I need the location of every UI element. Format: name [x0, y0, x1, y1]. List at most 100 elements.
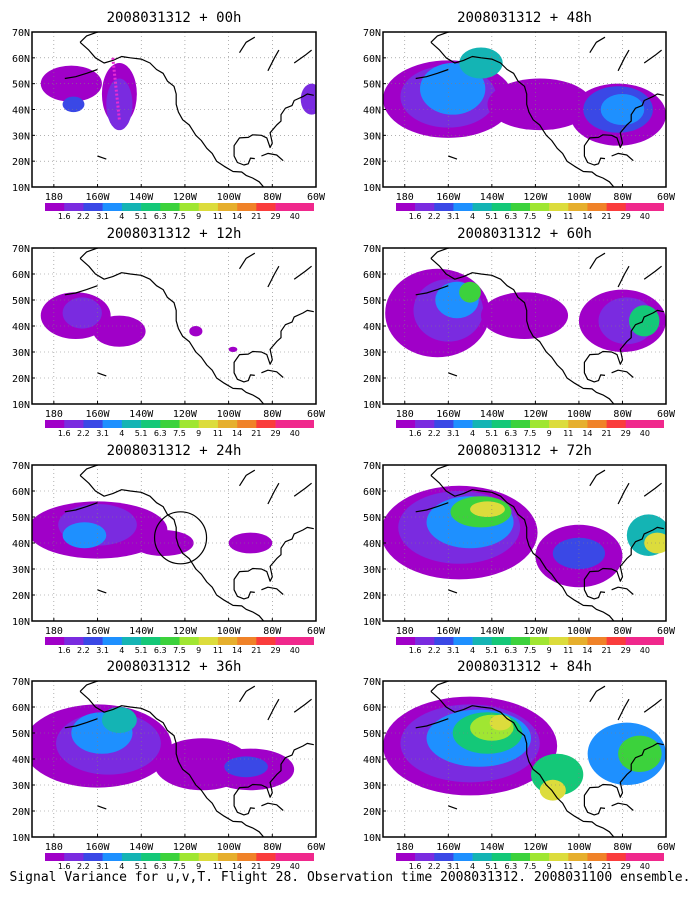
coastline [448, 589, 458, 594]
panel-title: 2008031312 + 00h [107, 10, 242, 26]
coastline [583, 93, 664, 166]
colorbar-swatch [434, 637, 454, 645]
variance-contour [62, 96, 85, 113]
colorbar-label: 2.2 [428, 862, 441, 871]
colorbar-label: 14 [582, 862, 592, 871]
colorbar-label: 3.1 [447, 429, 460, 438]
coastline [430, 681, 451, 692]
variance-contour [600, 94, 645, 125]
lon-tick-label: 60W [307, 192, 326, 203]
coastline [643, 698, 662, 713]
colorbar-swatch [256, 853, 276, 861]
coastline [448, 372, 458, 377]
coastline [617, 482, 630, 505]
lat-tick-label: 40N [12, 106, 30, 117]
lon-tick-label: 180 [45, 409, 63, 420]
colorbar-swatch [217, 420, 238, 428]
colorbar-label: 21 [601, 862, 611, 871]
colorbar: 1.6 2.2 3.1 4 5.1 6.3 7.5 9 11 14 21 29 40 [396, 420, 664, 438]
lon-tick-label: 80W [613, 842, 632, 853]
colorbar-label: 14 [582, 429, 592, 438]
colorbar-swatch [568, 853, 588, 861]
colorbar-swatch [83, 637, 103, 645]
colorbar-label: 2.2 [77, 646, 90, 655]
colorbar-label: 40 [640, 429, 650, 438]
colorbar: 1.6 2.2 3.1 4 5.1 6.3 7.5 9 11 14 21 29 40 [45, 420, 314, 438]
lon-tick-label: 140W [480, 842, 505, 853]
colorbar-swatch [237, 853, 257, 861]
coastline [267, 482, 280, 505]
lat-tick-label: 70N [363, 677, 381, 688]
lat-tick-label: 60N [363, 703, 381, 714]
lat-tick-label: 50N [363, 80, 381, 91]
coastline [79, 248, 100, 259]
coastline [583, 309, 664, 383]
lon-tick-label: 120W [523, 842, 548, 853]
lat-tick-label: 30N [363, 781, 381, 792]
lat-tick-label: 40N [12, 322, 30, 333]
coastline [430, 465, 451, 476]
map-panel: 2008031312 + 24h 70N 60N 50N 40N 30N 20N 10N 180… [12, 443, 326, 655]
colorbar: 1.6 2.2 3.1 4 5.1 6.3 7.5 9 11 14 21 29 40 [45, 637, 314, 655]
colorbar-swatch [625, 853, 646, 861]
lon-tick-label: 120W [523, 409, 548, 420]
colorbar-label: 3.1 [96, 862, 109, 871]
colorbar-label: 3.1 [447, 646, 460, 655]
lat-tick-label: 10N [12, 183, 30, 194]
lon-tick-label: 100W [567, 842, 592, 853]
colorbar-swatch [217, 637, 238, 645]
coastline [64, 718, 98, 729]
coastline [79, 690, 265, 837]
coastline [589, 685, 606, 703]
lon-tick-label: 60W [307, 842, 326, 853]
lon-tick-label: 100W [217, 192, 242, 203]
variance-contour [459, 47, 503, 79]
colorbar-swatch [45, 853, 65, 861]
colorbar-label: 5.1 [135, 429, 148, 438]
colorbar-label: 11 [563, 212, 573, 221]
colorbar-swatch [179, 853, 200, 861]
colorbar-label: 7.5 [173, 429, 186, 438]
variance-contour [480, 292, 569, 339]
colorbar-swatch [217, 853, 238, 861]
lat-tick-label: 10N [363, 400, 381, 411]
coastline [238, 252, 256, 270]
coastline [238, 685, 256, 703]
colorbar-swatch [644, 420, 664, 428]
colorbar-label: 2.2 [77, 862, 90, 871]
map-panel: 2008031312 + 00h 70N 60N 50N 40N 30N 20N 10N 180… [12, 10, 326, 221]
colorbar-label: 3.1 [96, 646, 109, 655]
colorbar-label: 29 [621, 646, 631, 655]
colorbar-label: 21 [601, 212, 611, 221]
map-panel: 2008031312 + 12h 70N 60N 50N 40N 30N 20N 10N 180… [12, 226, 326, 438]
colorbar-label: 5.1 [135, 646, 148, 655]
colorbar-swatch [237, 420, 257, 428]
colorbar-swatch [625, 637, 646, 645]
colorbar-label: 4 [119, 212, 124, 221]
colorbar-label: 29 [621, 429, 631, 438]
coastline [430, 32, 451, 43]
colorbar-label: 40 [640, 646, 650, 655]
colorbar-swatch [294, 420, 314, 428]
colorbar-label: 2.2 [77, 429, 90, 438]
lon-tick-label: 160W [85, 192, 110, 203]
coastline [589, 36, 606, 54]
lat-tick-label: 70N [363, 461, 381, 472]
lon-tick-label: 120W [523, 192, 548, 203]
lat-tick-label: 40N [12, 539, 30, 550]
colorbar-label: 14 [232, 646, 242, 655]
coastline [293, 482, 312, 497]
lon-tick-label: 180 [45, 192, 63, 203]
map-panel: 2008031312 + 84h 70N 60N 50N 40N 30N 20N 10N 180… [363, 659, 676, 871]
colorbar-swatch [198, 203, 219, 211]
colorbar-swatch [472, 203, 493, 211]
colorbar-label: 21 [251, 429, 261, 438]
lat-tick-label: 40N [12, 755, 30, 766]
colorbar-swatch [491, 853, 512, 861]
colorbar-swatch [179, 420, 200, 428]
colorbar-label: 1.6 [58, 862, 71, 871]
lat-tick-label: 60N [363, 270, 381, 281]
lat-tick-label: 40N [363, 322, 381, 333]
lon-tick-label: 160W [436, 409, 461, 420]
